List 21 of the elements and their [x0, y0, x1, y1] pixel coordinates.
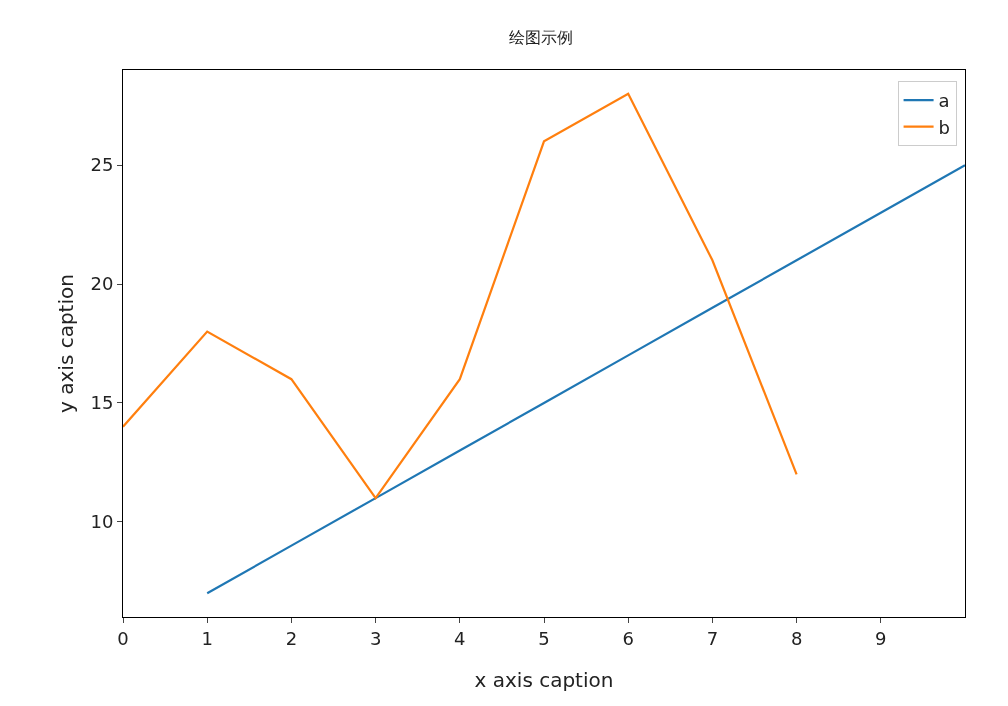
x-tick-label: 3	[369, 627, 382, 649]
x-tick-label: 9	[875, 627, 887, 649]
y-tick-label: 15	[90, 392, 114, 414]
x-tick-label: 8	[790, 627, 803, 649]
x-tick-label: 7	[706, 627, 719, 649]
x-axis-title: x axis caption	[474, 668, 614, 692]
x-tick-label: 0	[117, 627, 129, 649]
line-series	[123, 92, 798, 500]
legend-label: b	[938, 116, 951, 138]
y-tick-label: 20	[90, 273, 114, 295]
y-axis-title: y axis caption	[54, 274, 78, 413]
chart-title: 绘图示例	[509, 27, 574, 47]
x-tick-label: 5	[538, 627, 550, 649]
x-tick-label: 1	[201, 627, 213, 649]
legend-label: a	[938, 90, 950, 112]
x-tick-label: 4	[454, 627, 466, 649]
x-tick-label: 6	[622, 627, 634, 649]
x-tick-label: 2	[285, 627, 298, 649]
y-tick-label: 10	[90, 511, 114, 533]
y-tick-label: 25	[90, 154, 114, 176]
line-series	[206, 164, 965, 595]
